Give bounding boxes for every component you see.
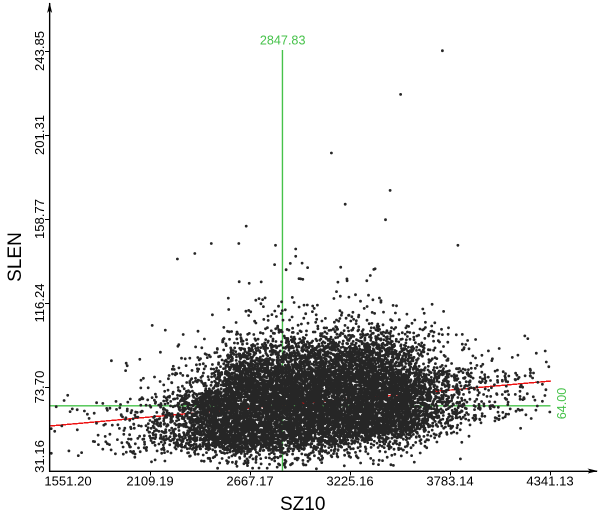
svg-text:2847.83: 2847.83 (260, 34, 306, 48)
svg-text:SLEN: SLEN (5, 232, 26, 282)
svg-text:2109.19: 2109.19 (126, 474, 173, 489)
svg-text:3783.14: 3783.14 (426, 474, 473, 489)
svg-text:SZ10: SZ10 (280, 494, 325, 515)
svg-text:31.16: 31.16 (32, 440, 47, 473)
svg-text:4341.13: 4341.13 (526, 474, 573, 489)
svg-text:243.85: 243.85 (32, 31, 47, 71)
svg-text:201.31: 201.31 (32, 115, 47, 155)
svg-text:73.70: 73.70 (32, 371, 47, 404)
svg-text:2667.17: 2667.17 (226, 474, 273, 489)
svg-text:158.77: 158.77 (32, 199, 47, 239)
svg-text:3225.16: 3225.16 (326, 474, 373, 489)
svg-text:64.00: 64.00 (555, 388, 569, 420)
svg-text:1551.20: 1551.20 (44, 474, 91, 489)
svg-text:116.24: 116.24 (32, 283, 47, 322)
